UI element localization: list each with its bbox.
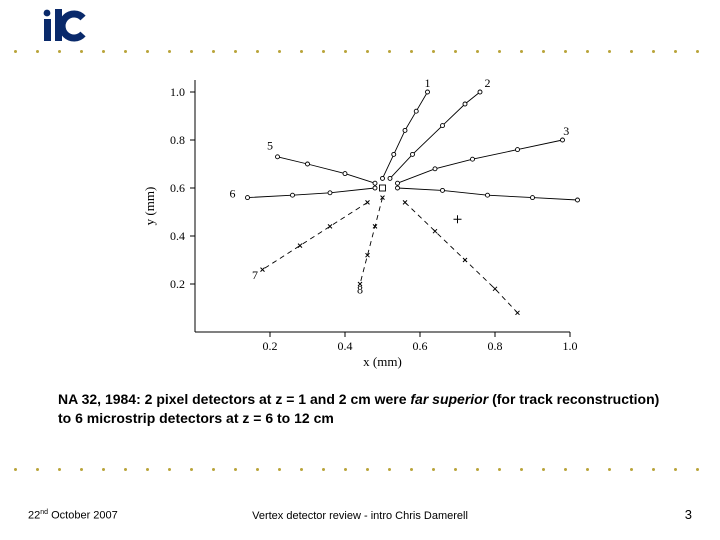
svg-text:6: 6: [230, 187, 236, 201]
svg-text:0.6: 0.6: [170, 181, 185, 195]
decor-dot-row-bottom: [0, 468, 720, 478]
svg-text:1: 1: [425, 76, 431, 90]
svg-text:8: 8: [357, 283, 363, 297]
footer-title: Vertex detector review - intro Chris Dam…: [0, 510, 720, 522]
slide: 0.2 0.4 0.6 0.8 1.0 0.2 0.4 0.6 0.8 1.0 x (mm) y (m…: [0, 0, 720, 540]
svg-text:7: 7: [252, 268, 258, 282]
ilc-logo: [36, 6, 100, 51]
svg-text:0.8: 0.8: [170, 133, 185, 147]
svg-text:3: 3: [563, 124, 569, 138]
decor-dot-row-top: [0, 50, 720, 60]
svg-text:x (mm): x (mm): [363, 354, 402, 369]
svg-text:5: 5: [267, 139, 273, 153]
svg-text:1.0: 1.0: [563, 339, 578, 353]
caption: NA 32, 1984: 2 pixel detectors at z = 1 …: [58, 390, 660, 428]
caption-text-em: far superior: [410, 391, 488, 407]
svg-text:0.4: 0.4: [170, 229, 185, 243]
svg-text:0.2: 0.2: [263, 339, 278, 353]
svg-text:0.8: 0.8: [488, 339, 503, 353]
svg-text:0.4: 0.4: [338, 339, 353, 353]
track-chart: 0.2 0.4 0.6 0.8 1.0 0.2 0.4 0.6 0.8 1.0 x (mm) y (m…: [140, 70, 580, 370]
caption-text-a: NA 32, 1984: 2 pixel detectors at z = 1 …: [58, 391, 410, 407]
svg-text:0.2: 0.2: [170, 277, 185, 291]
svg-text:1.0: 1.0: [170, 85, 185, 99]
svg-text:2: 2: [485, 76, 491, 90]
svg-text:0.6: 0.6: [413, 339, 428, 353]
footer-page-number: 3: [685, 507, 692, 522]
svg-text:y (mm): y (mm): [142, 187, 157, 226]
